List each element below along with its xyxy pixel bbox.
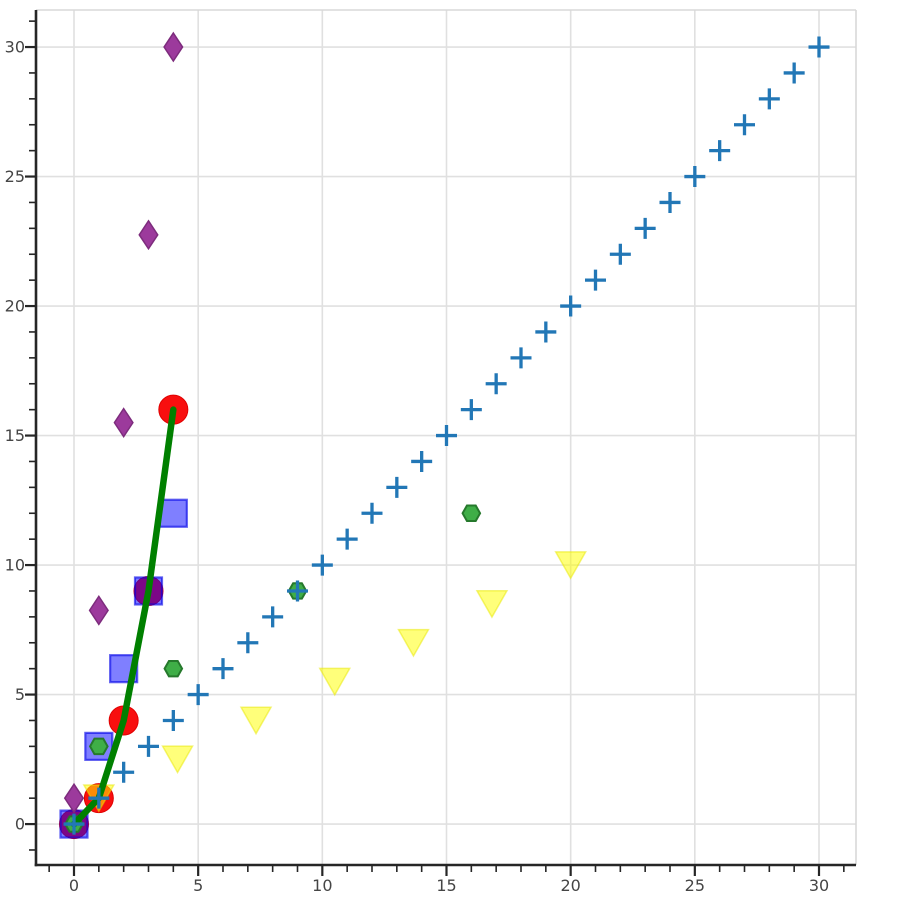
y-tick-label: 10 <box>5 556 25 575</box>
marker-thin-diamond <box>88 595 109 626</box>
axis-ticks <box>25 20 845 876</box>
marker-plus <box>311 554 333 576</box>
marker-plus <box>485 373 507 395</box>
marker-triangle-down <box>397 628 430 658</box>
marker-triangle-down <box>554 551 587 580</box>
marker-hexagon <box>163 659 184 678</box>
marker-plus <box>187 684 209 706</box>
marker-plus <box>733 114 755 136</box>
y-tick-label: 0 <box>15 815 25 834</box>
marker-triangle-down <box>239 706 273 736</box>
marker-thin-diamond <box>138 219 159 251</box>
marker-plus <box>63 813 85 835</box>
x-tick-label: 0 <box>69 876 79 895</box>
y-tick-label: 25 <box>5 167 25 186</box>
marker-triangle-down <box>161 745 194 775</box>
marker-plus <box>783 62 805 84</box>
marker-plus <box>361 502 383 524</box>
marker-plus <box>237 632 259 654</box>
marker-plus <box>113 761 135 783</box>
marker-plus <box>386 476 408 498</box>
axis-tick-labels: 0 5 10 15 20 25 30 0 5 10 15 20 25 30 <box>5 38 830 895</box>
marker-square <box>158 498 188 528</box>
series-yellow-triangles <box>82 551 587 813</box>
x-tick-label: 15 <box>436 876 456 895</box>
marker-plus <box>336 528 358 550</box>
series-blue-plus-identity <box>63 36 830 835</box>
marker-plus <box>88 787 110 809</box>
marker-plus <box>758 88 780 110</box>
spines-dark <box>34 10 856 867</box>
marker-plus <box>659 191 681 213</box>
marker-thin-diamond <box>163 31 184 63</box>
marker-thin-diamond <box>113 407 134 438</box>
x-tick-label: 20 <box>560 876 580 895</box>
marker-plus <box>709 140 731 162</box>
marker-plus <box>286 580 308 602</box>
x-tick-label: 5 <box>193 876 203 895</box>
marker-plus <box>262 606 284 628</box>
marker-plus <box>460 399 482 421</box>
series-purple-diamonds <box>63 31 184 814</box>
marker-triangle-down <box>475 589 509 619</box>
y-tick-label: 30 <box>5 38 25 57</box>
line-green-line <box>70 406 177 828</box>
marker-plus <box>634 217 656 239</box>
marker-plus <box>609 243 631 265</box>
marker-triangle-down <box>318 667 352 697</box>
x-tick-label: 10 <box>312 876 332 895</box>
marker-plus <box>162 709 184 731</box>
marker-plus <box>212 658 234 680</box>
y-tick-label: 15 <box>5 426 25 445</box>
y-tick-label: 20 <box>5 297 25 316</box>
marker-plus <box>808 36 830 58</box>
marker-thin-diamond <box>63 782 85 814</box>
marker-plus <box>510 347 532 369</box>
marker-plus <box>684 166 706 188</box>
marker-hexagon <box>461 504 482 522</box>
spines-light <box>36 9 857 865</box>
marker-plus <box>535 321 557 343</box>
x-tick-label: 30 <box>809 876 829 895</box>
series-green-line <box>70 406 177 828</box>
marker-hexagon <box>88 737 109 756</box>
marker-plus <box>560 295 582 317</box>
marker-plus <box>411 450 433 472</box>
marker-plus <box>435 425 457 447</box>
marker-plus <box>137 735 159 757</box>
x-tick-label: 25 <box>685 876 705 895</box>
y-tick-label: 5 <box>15 685 25 704</box>
marker-plus <box>584 269 606 291</box>
